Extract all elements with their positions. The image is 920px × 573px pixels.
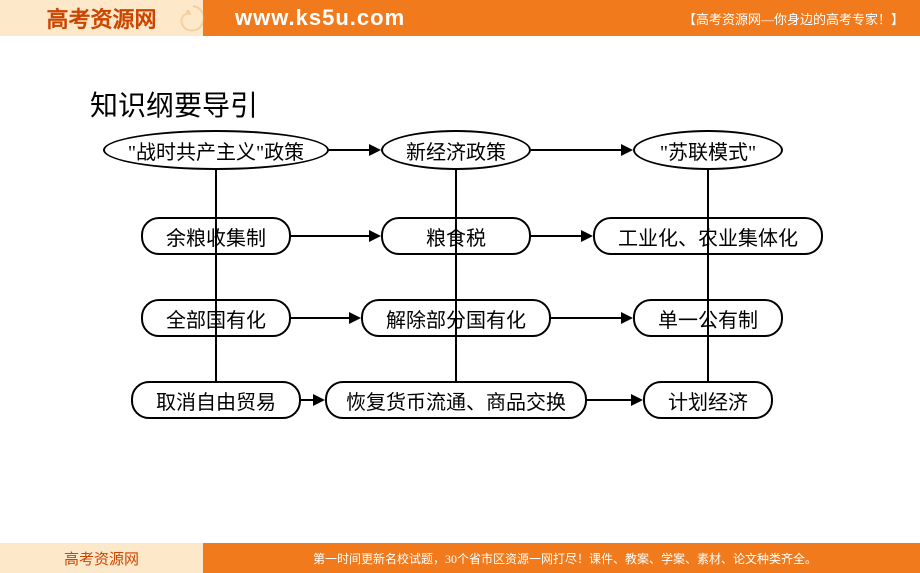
header-url: www.ks5u.com (203, 0, 683, 36)
swirl-decor-icon (173, 2, 213, 34)
page-title: 知识纲要导引 (90, 84, 258, 124)
arrow-r0-12 (621, 144, 633, 156)
arrow-r3-01 (313, 394, 325, 406)
arrow-r2-12 (621, 312, 633, 324)
arrow-r0-01 (369, 144, 381, 156)
hline-r2-12 (551, 317, 623, 319)
brand-block: 高考资源网 (0, 0, 203, 36)
vline-col2 (707, 170, 709, 381)
arrow-r1-01 (369, 230, 381, 242)
brand-text: 高考资源网 (46, 2, 156, 34)
page-header: 高考资源网 www.ks5u.com 【高考资源网—你身边的高考专家！】 (0, 0, 920, 36)
node-r0c0: "战时共产主义"政策 (103, 130, 329, 170)
vline-col0 (215, 170, 217, 381)
page-footer: 高考资源网 第一时间更新名校试题，30个省市区资源一网打尽！课件、教案、学案、素… (0, 543, 920, 573)
node-r3c1: 恢复货币流通、商品交换 (325, 381, 587, 419)
arrow-r3-12 (631, 394, 643, 406)
node-r3c0: 取消自由贸易 (131, 381, 301, 419)
vline-col1 (455, 170, 457, 381)
footer-tagline: 第一时间更新名校试题，30个省市区资源一网打尽！课件、教案、学案、素材、论文种类… (203, 543, 920, 573)
node-r0c1: 新经济政策 (381, 130, 531, 170)
content-area: 知识纲要导引 "战时共产主义"政策新经济政策"苏联模式"余粮收集制粮食税工业化、… (0, 36, 920, 76)
node-r3c2: 计划经济 (643, 381, 773, 419)
arrow-r1-12 (581, 230, 593, 242)
hline-r2-01 (291, 317, 351, 319)
header-tagline: 【高考资源网—你身边的高考专家！】 (683, 0, 920, 36)
knowledge-flowchart: "战时共产主义"政策新经济政策"苏联模式"余粮收集制粮食税工业化、农业集体化全部… (86, 128, 834, 458)
hline-r0-12 (531, 149, 623, 151)
hline-r1-01 (291, 235, 371, 237)
hline-r3-12 (587, 399, 633, 401)
node-r0c2: "苏联模式" (633, 130, 783, 170)
hline-r1-12 (531, 235, 583, 237)
footer-brand: 高考资源网 (0, 543, 203, 573)
arrow-r2-01 (349, 312, 361, 324)
hline-r0-01 (329, 149, 371, 151)
